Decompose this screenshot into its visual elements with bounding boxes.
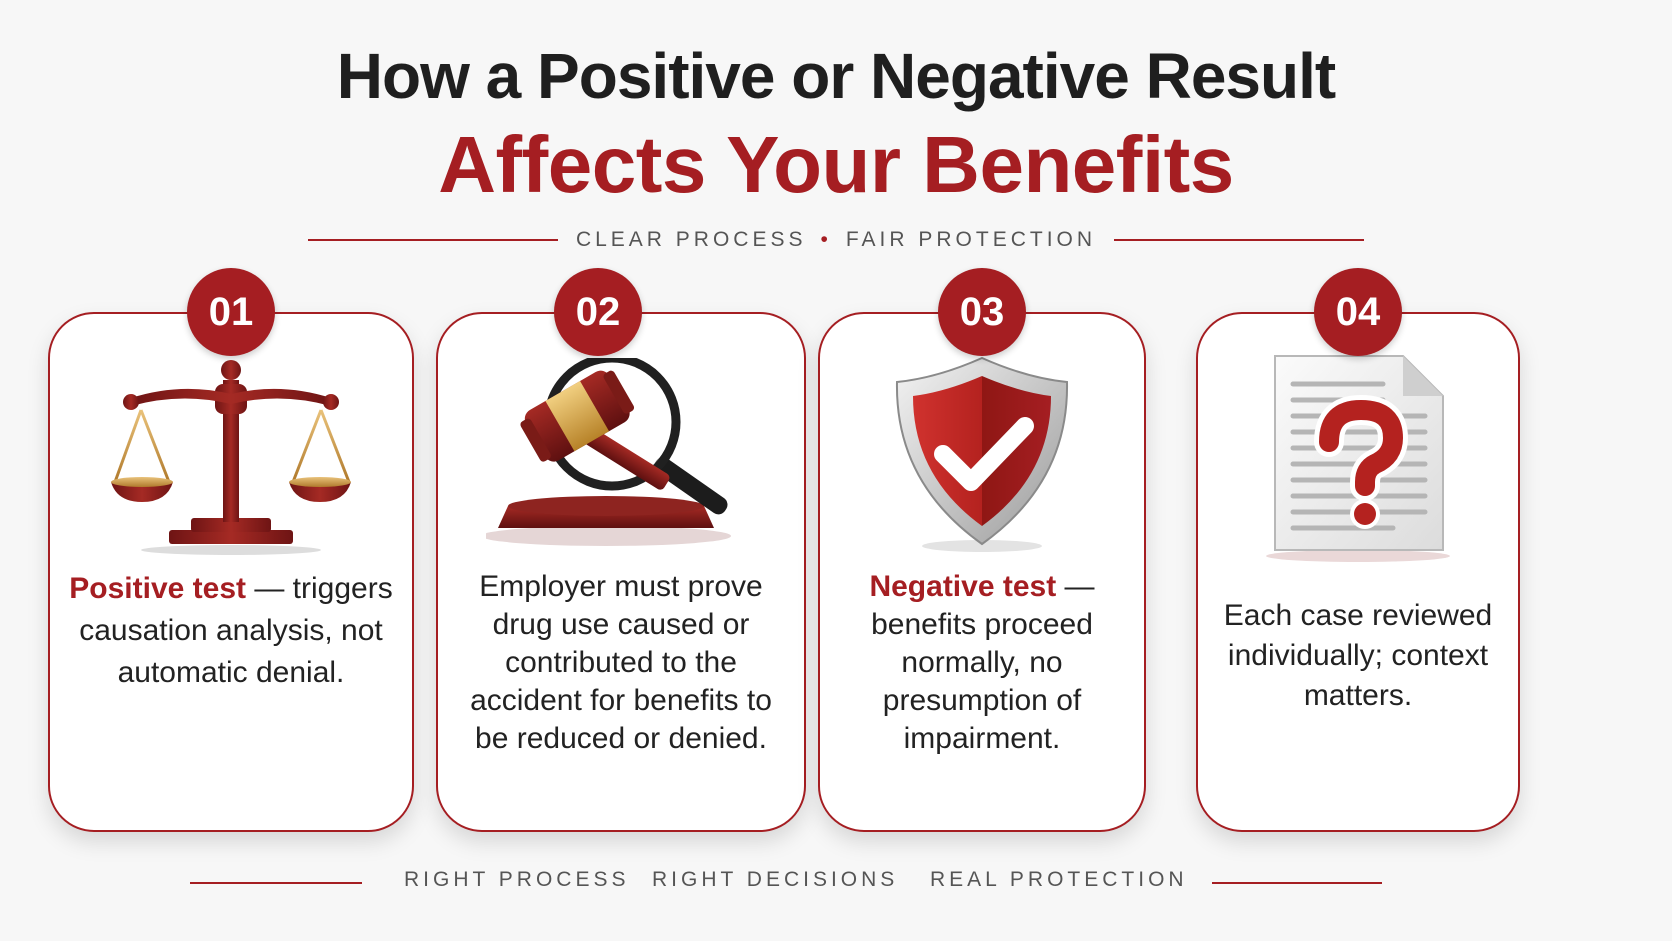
step-number-badge-4: 04 bbox=[1314, 268, 1402, 356]
footer-item-2: RIGHT DECISIONS bbox=[652, 868, 899, 891]
step-number-badge-3: 03 bbox=[938, 268, 1026, 356]
footer-rule-right bbox=[1212, 882, 1382, 884]
step-card-4-body: Each case reviewed individually; context… bbox=[1223, 599, 1493, 712]
step-card-2-body: Employer must prove drug use caused or c… bbox=[470, 570, 772, 755]
subtitle: CLEAR PROCESS • FAIR PROTECTION bbox=[270, 228, 1402, 252]
shield-check-icon bbox=[820, 354, 1144, 554]
step-card-4-text: Each case reviewed individually; context… bbox=[1212, 596, 1504, 716]
step-card-1-highlight: Positive test bbox=[69, 572, 246, 605]
subtitle-rule-right bbox=[1114, 239, 1365, 241]
subtitle-rule-left bbox=[307, 239, 558, 241]
step-card-4: Each case reviewed individually; context… bbox=[1196, 312, 1520, 832]
step-card-2-text: Employer must prove drug use caused or c… bbox=[452, 568, 790, 758]
gavel-magnifier-icon bbox=[438, 358, 804, 558]
step-card-1: Positive test — triggers causation analy… bbox=[48, 312, 414, 832]
footer-rule-left bbox=[190, 882, 362, 884]
footer-tagline: RIGHT PROCESS RIGHT DECISIONS REAL PROTE… bbox=[0, 868, 1672, 898]
page-title: How a Positive or Negative Result bbox=[336, 40, 1336, 112]
step-card-1-body: — triggers causation analysis, not autom… bbox=[79, 572, 393, 689]
subtitle-text: CLEAR PROCESS • FAIR PROTECTION bbox=[558, 228, 1114, 252]
footer-item-1: RIGHT PROCESS bbox=[404, 868, 630, 891]
document-question-icon bbox=[1198, 354, 1518, 564]
bullet-dot-icon: • bbox=[820, 228, 832, 251]
step-card-3-highlight: Negative test bbox=[869, 570, 1057, 603]
footer-item-3: REAL PROTECTION bbox=[930, 868, 1188, 891]
step-number-badge-2: 02 bbox=[554, 268, 642, 356]
step-card-3-text: Negative test — benefits proceed normall… bbox=[834, 568, 1130, 758]
step-card-3-body: — benefits proceed normally, no presumpt… bbox=[871, 570, 1095, 755]
subtitle-right: FAIR PROTECTION bbox=[845, 228, 1097, 251]
step-card-2: Employer must prove drug use caused or c… bbox=[436, 312, 806, 832]
step-card-3: Negative test — benefits proceed normall… bbox=[818, 312, 1146, 832]
page-title-highlight: Affects Your Benefits bbox=[438, 120, 1234, 209]
step-card-1-text: Positive test — triggers causation analy… bbox=[64, 568, 398, 694]
scales-of-justice-icon bbox=[50, 350, 412, 560]
step-number-badge-1: 01 bbox=[187, 268, 275, 356]
subtitle-left: CLEAR PROCESS bbox=[575, 228, 807, 251]
